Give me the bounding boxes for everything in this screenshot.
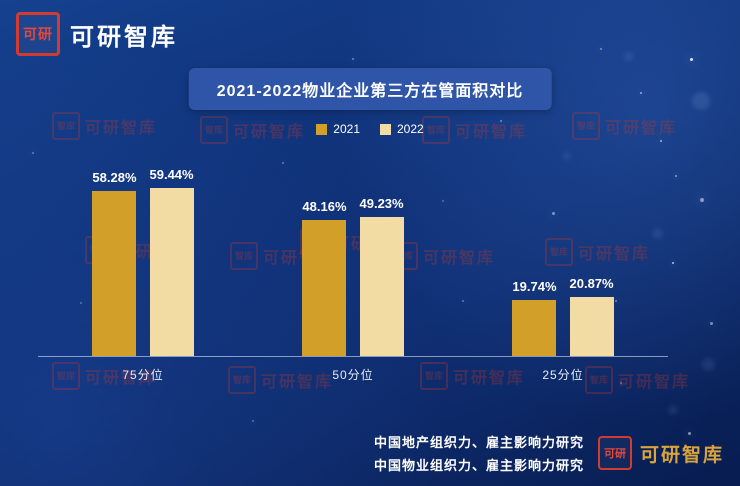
footer-research-line1: 中国地产组织力、雇主影响力研究 <box>373 435 584 450</box>
plot-area: 58.28% 59.44% 48.16% 49.23% <box>38 128 668 356</box>
chart-title-banner: 2021-2022物业企业第三方在管面积对比 <box>188 68 552 110</box>
bar-col: 48.16% <box>302 198 347 356</box>
sparkle-dot <box>352 58 354 60</box>
category-label-75: 75分位 <box>122 368 164 382</box>
bar-group-75: 58.28% 59.44% <box>38 167 248 356</box>
x-axis-line <box>38 356 668 357</box>
footer-research-line2: 中国物业组织力、雇主影响力研究 <box>373 458 584 473</box>
category-label-50: 50分位 <box>332 368 374 382</box>
bar-col: 49.23% <box>360 196 404 356</box>
bar-value-label: 59.44% <box>149 166 194 182</box>
sparkle-dot <box>690 58 693 61</box>
bar-2022 <box>569 296 614 356</box>
sparkle-dot <box>32 152 34 154</box>
bar-2022 <box>149 187 194 356</box>
sparkle-dot <box>675 175 677 177</box>
bar-value-label: 49.23% <box>359 195 404 211</box>
bar-value-label: 48.16% <box>302 198 347 214</box>
brand-seal-icon: 可研 <box>16 12 60 56</box>
bar-2021 <box>512 300 557 356</box>
bar-group-50: 48.16% 49.23% <box>248 196 458 356</box>
bar-col: 58.28% <box>92 170 137 356</box>
bar-value-label: 20.87% <box>569 275 614 291</box>
bar-value-label: 58.28% <box>92 170 137 186</box>
footer-brand-logo: 可研 可研智库 <box>597 436 724 470</box>
bar-col: 59.44% <box>150 167 194 356</box>
sparkle-dot <box>700 198 704 202</box>
bokeh-circle <box>702 358 715 371</box>
bokeh-circle <box>624 52 633 61</box>
footer-brand-logo-text: 可研智库 <box>639 444 724 466</box>
bokeh-circle <box>668 405 678 415</box>
brand-logo-text: 可研智库 <box>70 23 178 51</box>
bar-col: 20.87% <box>570 276 614 356</box>
bar-2021 <box>302 219 347 356</box>
footer-brand-seal-icon: 可研 <box>597 436 632 470</box>
footer: 中国地产组织力、雇主影响力研究 中国物业组织力、雇主影响力研究 可研 可研智库 <box>374 432 724 474</box>
sparkle-dot <box>600 48 602 50</box>
bar-chart: 58.28% 59.44% 48.16% 49.23% <box>38 128 668 383</box>
legend-item-2022: 2022 <box>380 122 424 136</box>
sparkle-dot <box>710 322 713 325</box>
chart-legend: 2021 2022 <box>0 122 740 136</box>
bokeh-circle <box>692 92 710 110</box>
bar-2021 <box>92 191 137 356</box>
sparkle-dot <box>640 92 642 94</box>
bar-value-label: 19.74% <box>512 279 557 295</box>
footer-research-lines: 中国地产组织力、雇主影响力研究 中国物业组织力、雇主影响力研究 <box>374 432 584 474</box>
bar-group-25: 19.74% 20.87% <box>458 276 668 356</box>
legend-swatch-2021 <box>316 123 328 135</box>
legend-label-2021: 2021 <box>333 122 360 136</box>
bar-2022 <box>359 216 404 356</box>
category-label-25: 25分位 <box>542 368 584 382</box>
bar-col: 19.74% <box>512 279 557 356</box>
brand-logo: 可研 可研智库 <box>16 12 178 56</box>
sparkle-dot <box>252 420 254 422</box>
legend-label-2022: 2022 <box>397 122 424 136</box>
sparkle-dot <box>672 262 674 264</box>
legend-swatch-2022 <box>380 123 391 135</box>
category-labels: 75分位 50分位 25分位 <box>38 357 668 383</box>
legend-item-2021: 2021 <box>316 122 360 136</box>
